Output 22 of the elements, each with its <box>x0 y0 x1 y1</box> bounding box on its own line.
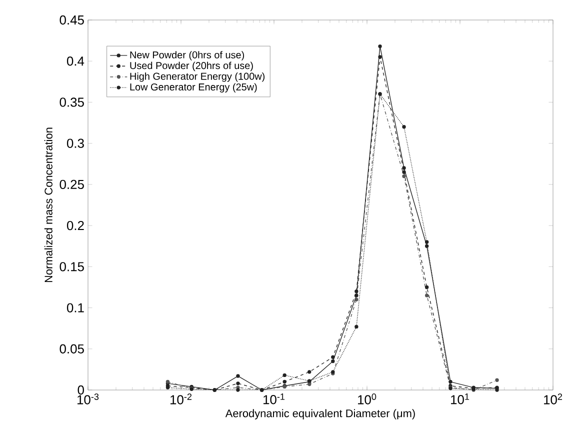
y-tick-label: 0.45 <box>60 15 84 25</box>
legend-label: High Generator Energy (100w) <box>130 72 265 82</box>
y-axis-title: Normalized mass Concentration <box>44 128 52 282</box>
y-tick-label: 0.2 <box>66 220 84 230</box>
legend-label: Low Generator Energy (25w) <box>130 83 257 92</box>
x-tick-label: 10$^{-1}$ <box>264 394 285 404</box>
legend-label: New Powder (0hrs of use) <box>130 51 244 60</box>
y-tick-label: 0.3 <box>66 138 84 148</box>
legend-label: Used Powder (20hrs of use) <box>130 62 253 72</box>
y-tick-label: 0.15 <box>60 262 84 272</box>
y-tick-label: 0 <box>78 385 84 395</box>
y-tick-label: 0.1 <box>66 303 84 312</box>
y-tick-label: 0.35 <box>60 98 84 107</box>
y-tick-label: 0.05 <box>60 344 84 354</box>
y-tick-label: 0.25 <box>60 180 84 190</box>
x-tick-label: 10$^{-2}$ <box>170 394 192 404</box>
x-tick-label: 10$^{-3}$ <box>78 394 99 404</box>
x-tick-label: 10$^{0}$ <box>358 394 376 404</box>
y-tick-label: 0.4 <box>66 56 84 66</box>
x-axis-title: Aerodynamic equivalent Diameter (μm) <box>225 409 415 420</box>
x-tick-label: 10$^{1}$ <box>451 394 470 404</box>
x-tick-label: 10$^{2}$ <box>544 394 562 404</box>
